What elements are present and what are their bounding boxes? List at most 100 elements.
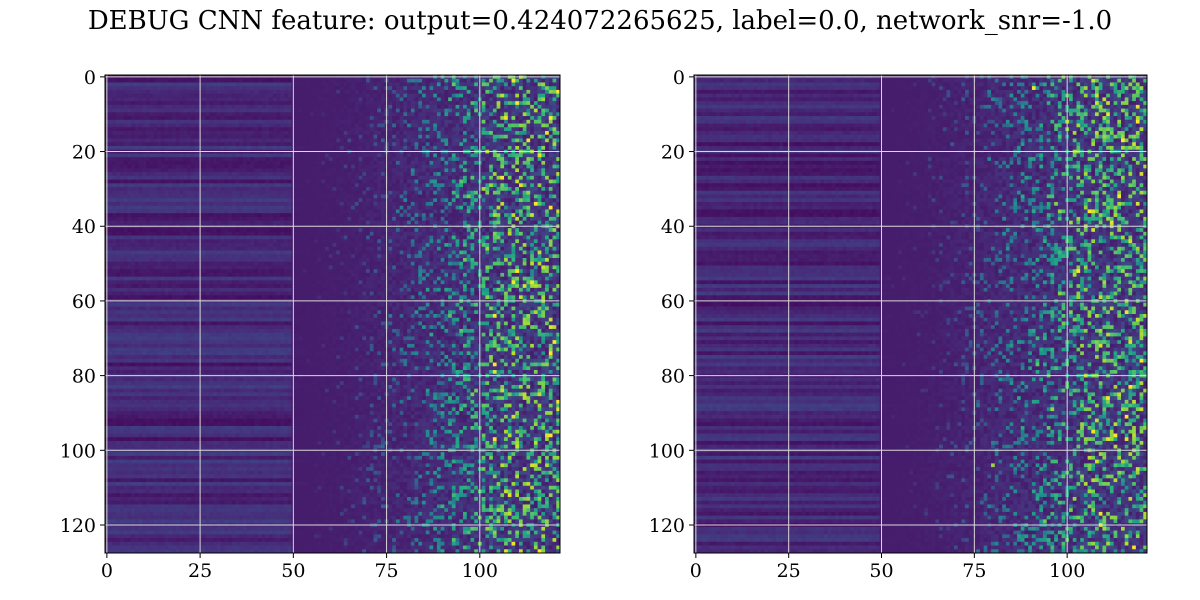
heatmap-cell <box>515 124 519 128</box>
heatmap-cell <box>116 94 120 98</box>
heatmap-cell <box>183 217 187 221</box>
heatmap-cell <box>206 217 210 221</box>
heatmap-cell <box>221 187 225 191</box>
heatmap-cell <box>213 82 217 86</box>
heatmap-cell <box>377 120 381 124</box>
heatmap-cell <box>456 217 460 221</box>
heatmap-cell <box>224 101 228 105</box>
heatmap-cell <box>221 127 225 131</box>
heatmap-cell <box>422 202 426 206</box>
heatmap-cell <box>213 86 217 90</box>
heatmap-cell <box>120 138 124 142</box>
heatmap-cell <box>243 82 247 86</box>
heatmap-cell <box>426 94 430 98</box>
heatmap-cell <box>411 142 415 146</box>
heatmap-cell <box>213 109 217 113</box>
heatmap-cell <box>165 124 169 128</box>
heatmap-cell <box>176 183 180 187</box>
heatmap-cell <box>504 176 508 180</box>
heatmap-cell <box>206 135 210 139</box>
heatmap-cell <box>504 120 508 124</box>
heatmap-cell <box>288 138 292 142</box>
heatmap-cell <box>314 168 318 172</box>
heatmap-cell <box>187 161 191 165</box>
heatmap-cell <box>444 172 448 176</box>
heatmap-cell <box>381 165 385 169</box>
heatmap-cell <box>456 86 460 90</box>
heatmap-cell <box>176 86 180 90</box>
heatmap-cell <box>351 172 355 176</box>
heatmap-cell <box>489 180 493 184</box>
heatmap-cell <box>325 79 329 83</box>
heatmap-cell <box>463 221 467 225</box>
heatmap-cell <box>314 183 318 187</box>
heatmap-cell <box>340 82 344 86</box>
heatmap-cell <box>366 198 370 202</box>
heatmap-cell <box>512 165 516 169</box>
heatmap-cell <box>247 157 251 161</box>
heatmap-cell <box>150 101 154 105</box>
heatmap-cell <box>153 176 157 180</box>
heatmap-cell <box>396 206 400 210</box>
heatmap-cell <box>168 146 172 150</box>
heatmap-cell <box>124 206 128 210</box>
heatmap-cell <box>512 198 516 202</box>
heatmap-cell <box>236 124 240 128</box>
heatmap-cell <box>321 165 325 169</box>
heatmap-cell <box>277 176 281 180</box>
heatmap-cell <box>344 120 348 124</box>
heatmap-cell <box>426 172 430 176</box>
heatmap-cell <box>277 161 281 165</box>
heatmap-cell <box>452 206 456 210</box>
heatmap-cell <box>153 94 157 98</box>
heatmap-cell <box>306 195 310 199</box>
heatmap-cell <box>333 198 337 202</box>
heatmap-cell <box>530 198 534 202</box>
heatmap-cell <box>161 191 165 195</box>
heatmap-cell <box>388 221 392 225</box>
heatmap-cell <box>489 90 493 94</box>
heatmap-cell <box>448 213 452 217</box>
heatmap-cell <box>392 101 396 105</box>
heatmap-cell <box>467 90 471 94</box>
heatmap-cell <box>187 120 191 124</box>
heatmap-cell <box>209 187 213 191</box>
heatmap-cell <box>195 183 199 187</box>
heatmap-cell <box>310 206 314 210</box>
heatmap-cell <box>545 153 549 157</box>
heatmap-cell <box>180 82 184 86</box>
heatmap-cell <box>250 142 254 146</box>
heatmap-cell <box>209 213 213 217</box>
heatmap-cell <box>112 191 116 195</box>
heatmap-cell <box>415 112 419 116</box>
heatmap-cell <box>239 183 243 187</box>
heatmap-cell <box>239 82 243 86</box>
heatmap-cell <box>209 97 213 101</box>
heatmap-cell <box>224 124 228 128</box>
heatmap-cell <box>146 176 150 180</box>
heatmap-cell <box>191 97 195 101</box>
heatmap-cell <box>153 90 157 94</box>
heatmap-cell <box>553 135 557 139</box>
heatmap-cell <box>512 86 516 90</box>
heatmap-cell <box>254 213 258 217</box>
heatmap-cell <box>459 195 463 199</box>
heatmap-cell <box>452 217 456 221</box>
heatmap-cell <box>299 206 303 210</box>
heatmap-cell <box>280 101 284 105</box>
heatmap-cell <box>429 187 433 191</box>
heatmap-cell <box>411 176 415 180</box>
heatmap-cell <box>303 176 307 180</box>
heatmap-cell <box>221 217 225 221</box>
heatmap-cell <box>403 94 407 98</box>
heatmap-cell <box>161 183 165 187</box>
heatmap-cell <box>146 120 150 124</box>
heatmap-cell <box>429 217 433 221</box>
heatmap-cell <box>221 142 225 146</box>
heatmap-cell <box>239 124 243 128</box>
heatmap-cell <box>258 209 262 213</box>
heatmap-cell <box>485 213 489 217</box>
heatmap-cell <box>112 105 116 109</box>
heatmap-cell <box>127 105 131 109</box>
heatmap-cell <box>400 157 404 161</box>
